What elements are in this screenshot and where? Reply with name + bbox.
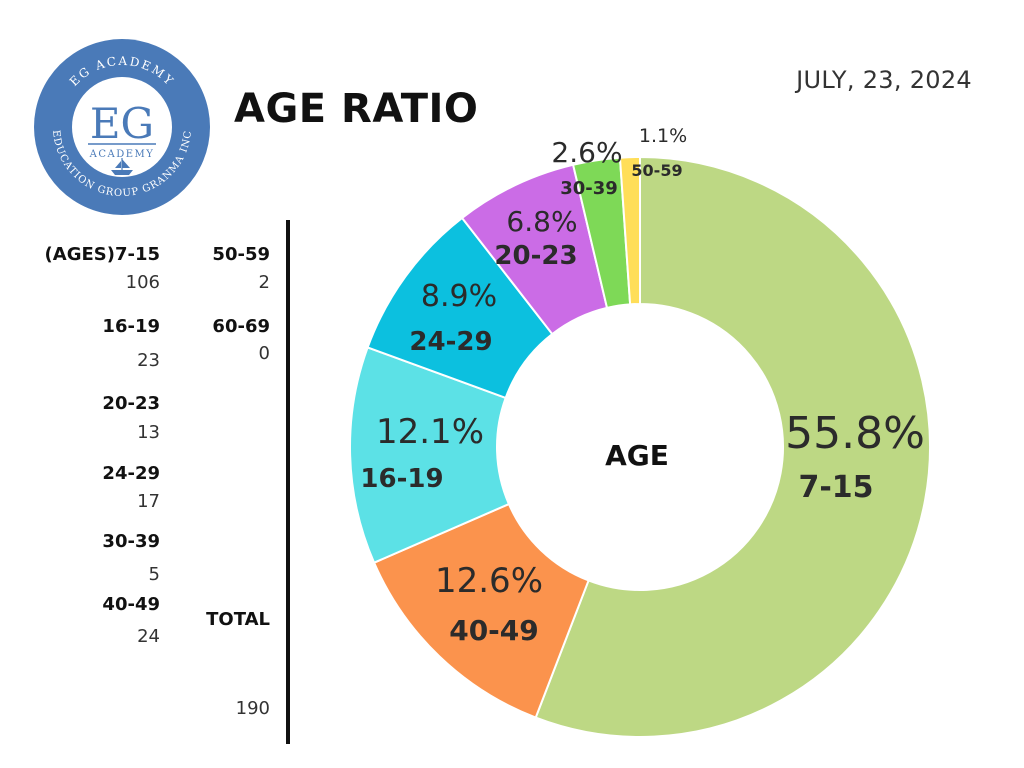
table-value: 17 — [137, 491, 160, 512]
slice-percent-label: 12.1% — [376, 412, 484, 452]
slice-percent-label: 6.8% — [506, 205, 577, 238]
slice-percent-label: 2.6% — [551, 136, 622, 169]
table-label: 30-39 — [102, 531, 160, 552]
slice-category-label: 40-49 — [449, 614, 539, 647]
slice-category-label: 24-29 — [409, 327, 492, 357]
table-value: 23 — [137, 350, 160, 371]
logo-monogram: EG — [90, 99, 154, 148]
donut-slice-50-59 — [618, 155, 641, 306]
table-label: (AGES)7-15 — [44, 244, 160, 265]
slice-percent-label: 8.9% — [421, 279, 497, 314]
slice-category-label: 7-15 — [798, 470, 873, 505]
slice-percent-label: 12.6% — [435, 561, 543, 601]
table-label: 24-29 — [102, 463, 160, 484]
table-value: 5 — [148, 564, 160, 585]
slice-category-label: 20-23 — [494, 241, 577, 271]
table-divider — [286, 220, 290, 744]
table-label: 50-59 — [212, 244, 270, 265]
total-value: 190 — [235, 698, 270, 719]
table-value: 2 — [258, 272, 270, 293]
table-label: 16-19 — [102, 316, 160, 337]
ship-icon — [111, 158, 133, 175]
report-date: JULY, 23, 2024 — [796, 66, 972, 94]
page-title: AGE RATIO — [234, 86, 479, 132]
slice-category-label: 50-59 — [631, 161, 682, 180]
slice-percent-label: 1.1% — [639, 125, 687, 147]
donut-slice-40-49 — [372, 502, 590, 719]
logo-sub-text: ACADEMY — [89, 149, 155, 160]
table-value: 13 — [137, 422, 160, 443]
slice-percent-label: 55.8% — [785, 408, 925, 459]
table-label: 40-49 — [102, 594, 160, 615]
table-value: 0 — [258, 343, 270, 364]
donut-slice-16-19 — [349, 346, 511, 565]
total-label: TOTAL — [206, 609, 270, 630]
table-label: 60-69 — [212, 316, 270, 337]
slice-category-label: 16-19 — [360, 464, 443, 494]
table-value: 106 — [125, 272, 160, 293]
eg-academy-logo: EG ACADEMY EDUCATION GROUP GRANMA INC EG… — [34, 39, 210, 215]
slice-category-label: 30-39 — [560, 178, 618, 199]
table-label: 20-23 — [102, 393, 160, 414]
donut-slice-7-15 — [534, 155, 931, 738]
donut-center-label: AGE — [605, 439, 669, 472]
table-value: 24 — [137, 626, 160, 647]
